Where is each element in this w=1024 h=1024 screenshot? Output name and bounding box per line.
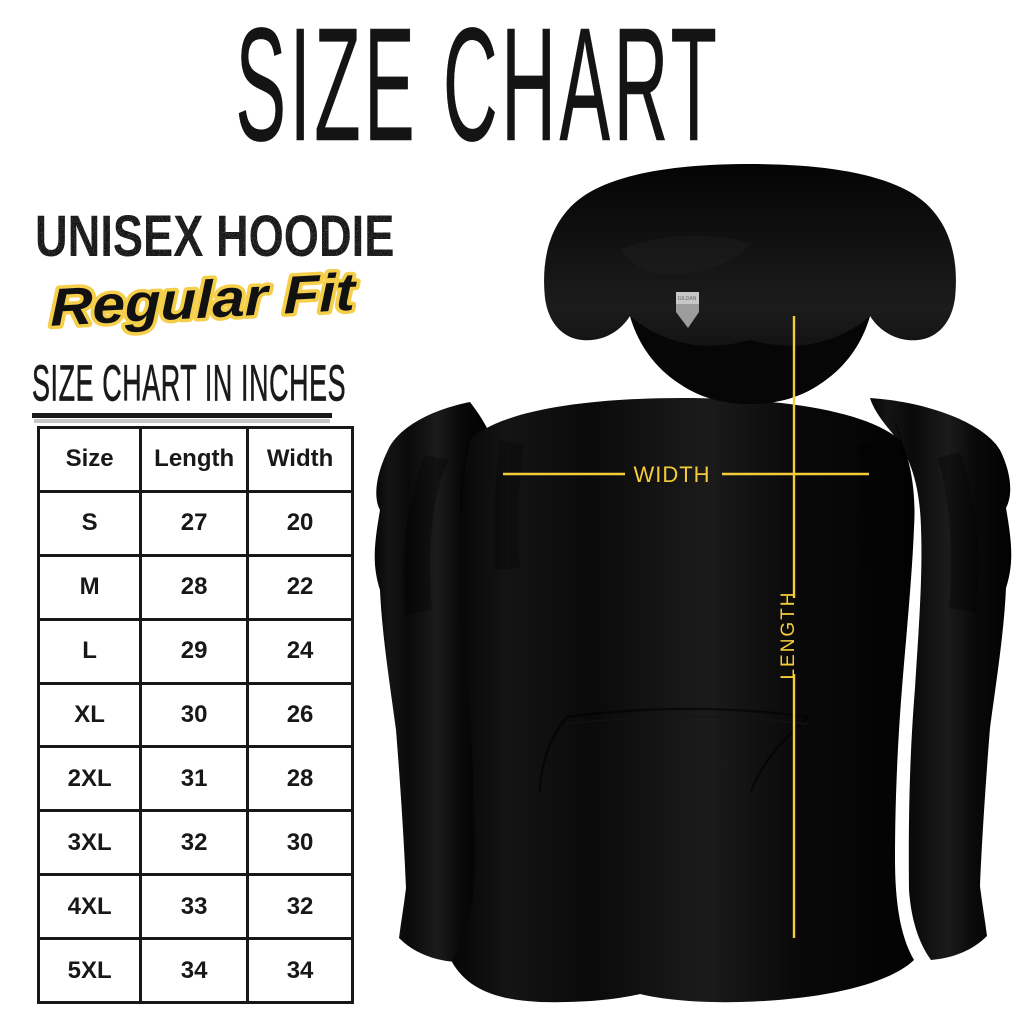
svg-text:GILDAN: GILDAN	[678, 296, 697, 302]
svg-text:WIDTH: WIDTH	[633, 462, 710, 487]
svg-text:LENGTH: LENGTH	[778, 590, 799, 679]
